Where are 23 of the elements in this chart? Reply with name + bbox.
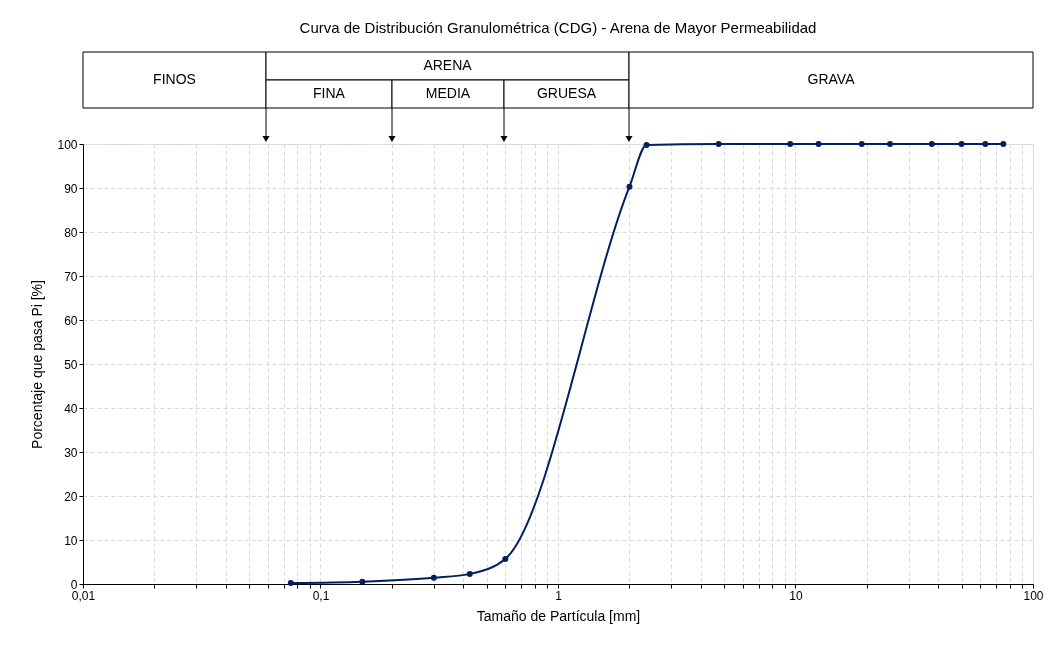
y-tick-label: 90 bbox=[64, 181, 78, 196]
x-tick-label: 1 bbox=[555, 588, 563, 603]
y-tick-label: 70 bbox=[64, 269, 78, 284]
text: FINOS bbox=[153, 71, 196, 87]
text: MEDIA bbox=[425, 85, 471, 101]
y-tick-label: 60 bbox=[64, 313, 78, 328]
x-axis-title: Tamaño de Partícula [mm] bbox=[476, 607, 641, 624]
y-tick-label: 80 bbox=[64, 225, 78, 240]
y-axis-title: Porcentaje que pasa Pi [%] bbox=[29, 280, 46, 449]
y-tick-label: 30 bbox=[64, 445, 78, 460]
text: GRUESA bbox=[536, 85, 597, 101]
y-tick-label: 100 bbox=[57, 137, 78, 152]
y-tick-label: 20 bbox=[64, 489, 78, 504]
y-tick-label: 10 bbox=[64, 533, 78, 548]
y-tick-label: 50 bbox=[64, 357, 78, 372]
text: ARENA bbox=[423, 57, 473, 73]
text: FINA bbox=[313, 85, 346, 101]
text: GRAVA bbox=[807, 71, 856, 87]
x-tick-label: 10 bbox=[789, 588, 803, 603]
y-tick-label: 40 bbox=[64, 401, 78, 416]
x-tick-label: 0,1 bbox=[312, 588, 330, 603]
x-tick-label: 100 bbox=[1023, 588, 1044, 603]
chart-title: Curva de Distribución Granulométrica (CDG) - Arena de Mayor Permeabilidad bbox=[299, 19, 817, 36]
